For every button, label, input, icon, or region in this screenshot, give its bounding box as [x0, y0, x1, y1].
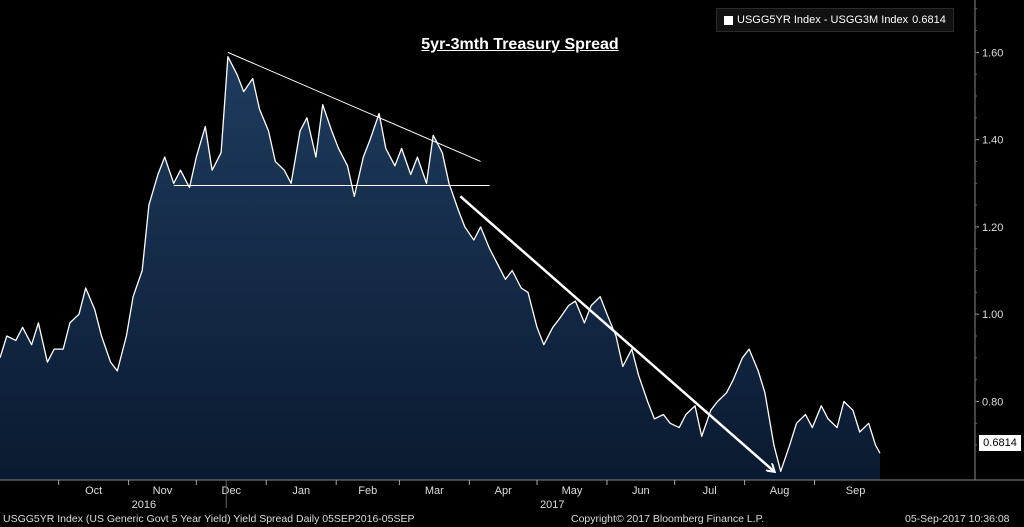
- x-tick-label: Oct: [85, 485, 102, 497]
- y-tick-label: 0.80: [982, 396, 1003, 408]
- chart-title: 5yr-3mth Treasury Spread: [421, 36, 619, 53]
- x-tick-label: Sep: [846, 485, 866, 497]
- footer-bar: USGG5YR Index (US Generic Govt 5 Year Yi…: [0, 512, 1024, 527]
- x-tick-label: Jul: [703, 485, 717, 497]
- x-tick-label: Apr: [495, 485, 512, 497]
- series-line-0: [0, 56, 881, 472]
- x-tick-label: Nov: [153, 485, 173, 497]
- x-year-label: 2016: [132, 499, 156, 511]
- y-tick-label: 1.20: [982, 222, 1003, 234]
- x-tick-label: May: [562, 485, 583, 497]
- y-tick-label: 1.60: [982, 47, 1003, 59]
- x-tick-label: Dec: [222, 485, 242, 497]
- downtrend-arrow: [459, 195, 774, 471]
- x-tick-label: Jun: [632, 485, 650, 497]
- series-area-0: [0, 56, 880, 480]
- trendline: [227, 51, 481, 162]
- legend-series-label: USGG5YR Index - USGG3M Index: [737, 14, 909, 26]
- x-tick-label: Feb: [358, 485, 377, 497]
- x-tick-label: Aug: [770, 485, 790, 497]
- y-tick-label: 1.00: [982, 309, 1003, 321]
- chart-legend[interactable]: USGG5YR Index - USGG3M Index 0.6814: [716, 8, 954, 32]
- legend-swatch-icon: [724, 15, 733, 25]
- y-tick-label: 1.40: [982, 135, 1003, 147]
- x-tick-label: Mar: [425, 485, 444, 497]
- footer-timestamp: 05-Sep-2017 10:36:08: [905, 513, 1010, 525]
- footer-description: USGG5YR Index (US Generic Govt 5 Year Yi…: [3, 513, 415, 525]
- x-tick-label: Jan: [292, 485, 310, 497]
- legend-last-value: 0.6814: [912, 14, 946, 26]
- x-year-label: 2017: [540, 499, 564, 511]
- last-value-badge: 0.6814: [979, 435, 1021, 451]
- footer-copyright: Copyright© 2017 Bloomberg Finance L.P.: [571, 513, 765, 525]
